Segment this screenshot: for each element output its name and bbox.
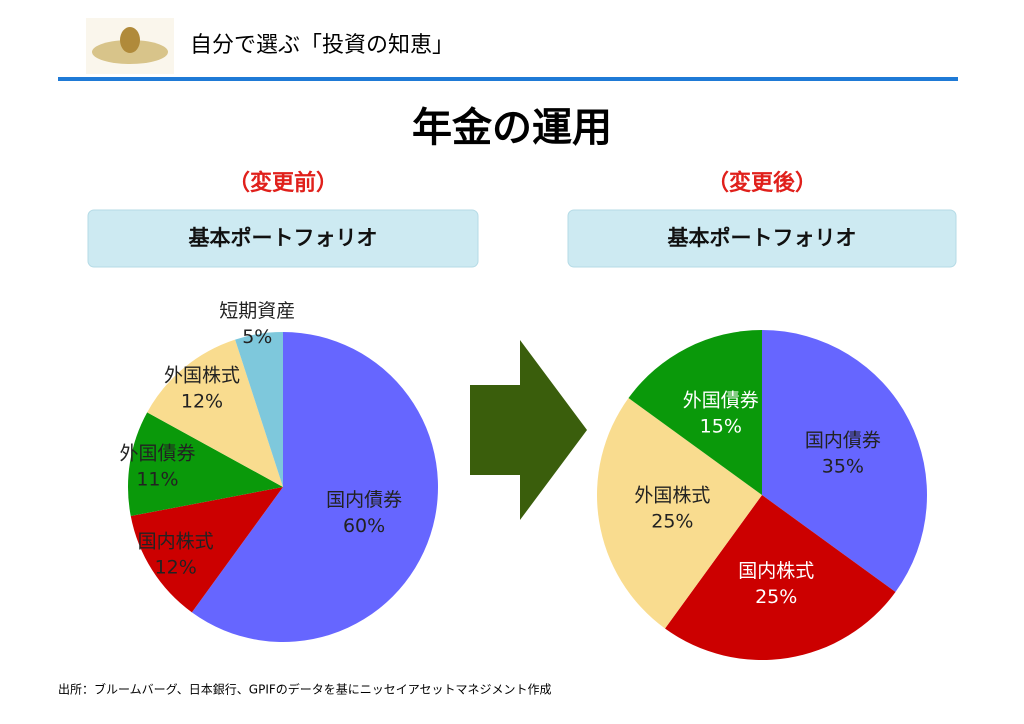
slice-value-label: 11% (136, 469, 178, 491)
slice-label: 外国株式 (164, 365, 240, 387)
slice-value-label: 35% (822, 455, 864, 477)
slice-label: 国内債券 (326, 489, 402, 511)
slice-value-label: 60% (343, 515, 385, 537)
pie-slice (191, 332, 438, 642)
slice-value-label: 12% (155, 557, 197, 579)
title-box (567, 209, 957, 268)
chart-title: 基本ポートフォリオ (189, 226, 378, 250)
chart-subtitle: （変更後） (707, 170, 817, 196)
slice-label: 国内株式 (138, 531, 214, 553)
slice-label: 国内株式 (738, 560, 814, 582)
slice-value-label: 25% (651, 511, 693, 533)
slice-label: 外国債券 (119, 443, 195, 465)
pie-slice (128, 412, 283, 517)
pie-slice (147, 339, 283, 487)
slice-value-label: 25% (755, 586, 797, 608)
pie-slice (597, 398, 762, 629)
pie-slice (235, 332, 283, 487)
slice-value-label: 15% (700, 416, 742, 438)
header-title: 自分で選ぶ「投資の知恵」 (190, 33, 454, 58)
chart-subtitle: （変更前） (228, 170, 338, 196)
pie-slice (665, 495, 896, 660)
slice-label: 国内債券 (805, 429, 881, 451)
chart-title: 基本ポートフォリオ (668, 226, 857, 250)
pie-slice (628, 330, 762, 495)
arrow (470, 340, 587, 520)
nest-icon (86, 18, 174, 74)
header-rule (58, 77, 958, 81)
slice-value-label: 12% (181, 391, 223, 413)
pie-slice (130, 487, 283, 613)
slice-label: 短期資産 (219, 300, 295, 322)
footer-source: 出所：ブルームバーグ、日本銀行、GPIFのデータを基にニッセイアセットマネジメン… (58, 682, 552, 697)
slice-value-label: 5% (242, 326, 272, 348)
slide-title: 年金の運用 (412, 105, 612, 151)
title-box (87, 209, 479, 268)
pie-slice (762, 330, 927, 592)
slice-label: 外国株式 (634, 485, 710, 507)
slice-label: 外国債券 (683, 390, 759, 412)
